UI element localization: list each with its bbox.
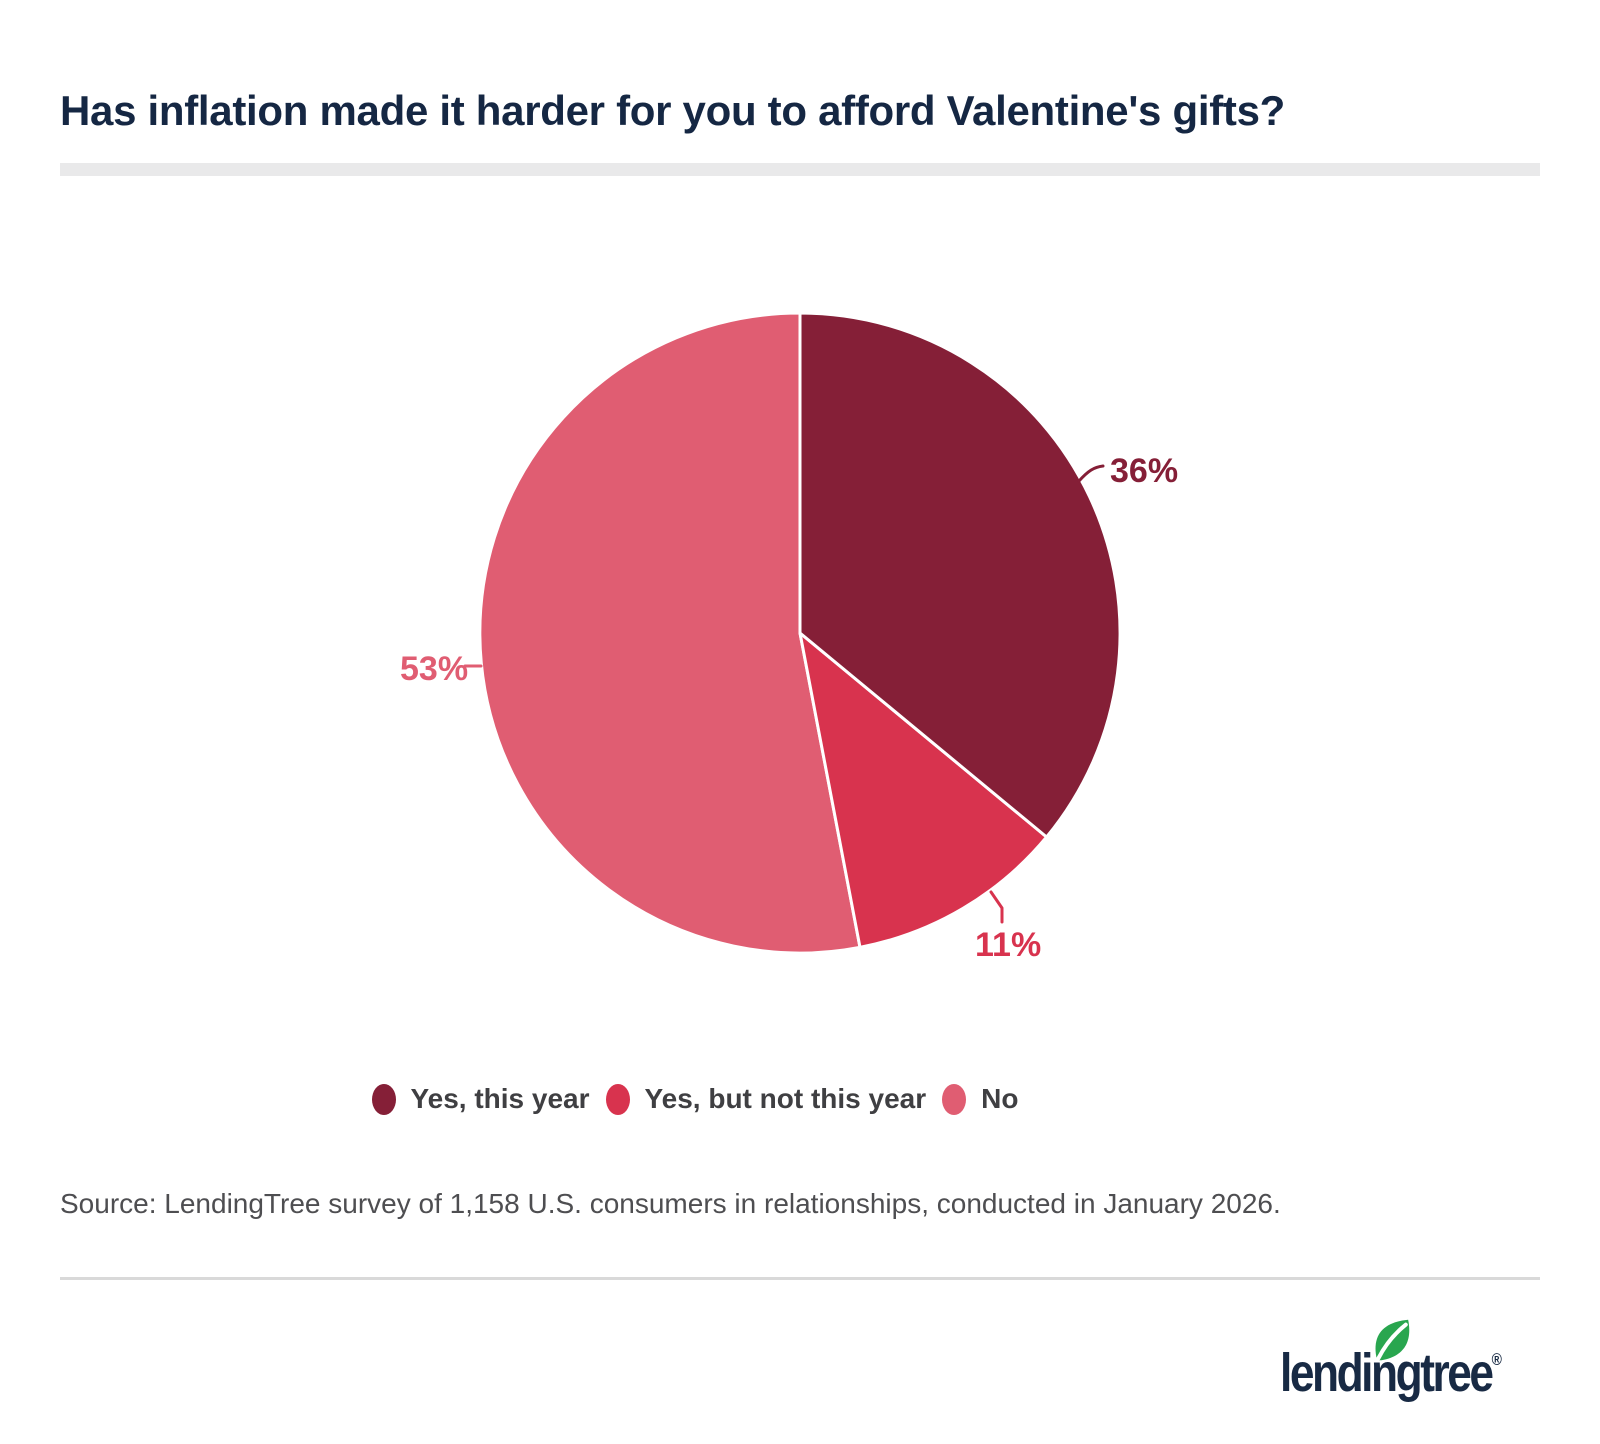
- legend-item-yes-this-year: Yes, this year: [371, 1083, 590, 1115]
- legend-swatch-icon: [605, 1083, 630, 1115]
- leader-line-yes-this-year: [1077, 464, 1105, 483]
- logo-wordmark: lendingtree®: [1280, 1342, 1502, 1404]
- source-note: Source: LendingTree survey of 1,158 U.S.…: [60, 1188, 1281, 1219]
- legend-label: Yes, this year: [410, 1083, 590, 1114]
- legend-item-no: No: [942, 1083, 1018, 1115]
- pie-value-label-no: 53%: [400, 650, 469, 688]
- pie-slice-1: [798, 631, 1049, 949]
- lendingtree-logo: lendingtree®: [1280, 1316, 1560, 1416]
- legend-label: No: [981, 1083, 1019, 1114]
- pie-value-label-yes-this-year: 36%: [1110, 452, 1179, 490]
- bottom-divider: [60, 1277, 1540, 1280]
- registered-mark-icon: ®: [1491, 1350, 1502, 1369]
- pie-value-label-yes-not-this-year: 11%: [975, 926, 1042, 964]
- leader-line-yes-not-this-year: [989, 890, 1004, 924]
- page-title: Has inflation made it harder for you to …: [60, 87, 1285, 134]
- title-divider: [60, 163, 1540, 176]
- leaf-icon: [1371, 1318, 1413, 1362]
- legend-item-yes-not-this-year: Yes, but not this year: [605, 1083, 927, 1115]
- legend-swatch-icon: [942, 1083, 967, 1115]
- legend-label: Yes, but not this year: [644, 1083, 927, 1114]
- legend-swatch-icon: [371, 1083, 396, 1115]
- logo-text: lendingtree: [1280, 1343, 1494, 1403]
- pie-slice-0: [798, 311, 1122, 839]
- chart-legend: Yes, this year Yes, but not this year No: [0, 1083, 1390, 1115]
- pie-slice-2: [478, 311, 862, 955]
